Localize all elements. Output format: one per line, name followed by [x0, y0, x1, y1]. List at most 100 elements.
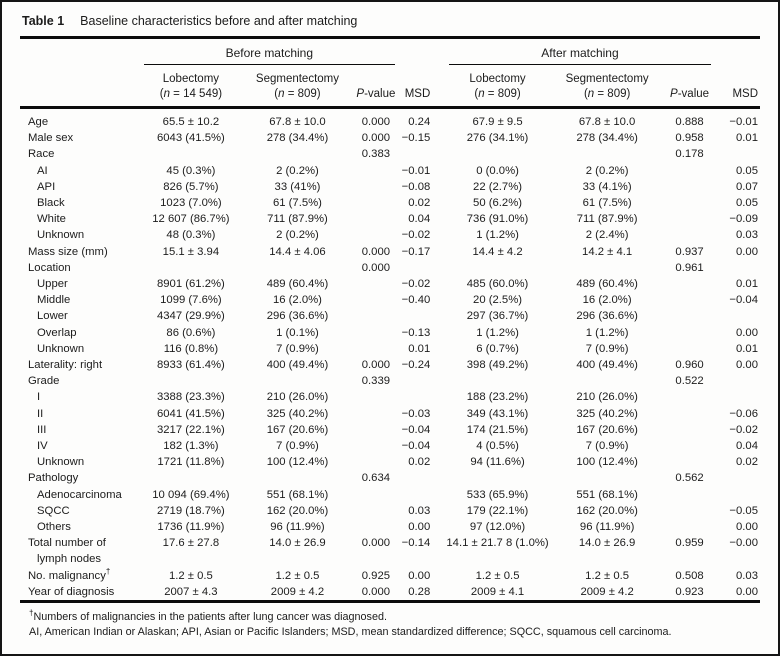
cell: [716, 146, 760, 162]
cell: 0.04: [736, 440, 758, 453]
cell: [663, 454, 715, 470]
cell: −0.14: [401, 537, 431, 550]
cell: [352, 519, 400, 535]
cell: 1 (1.2%): [476, 229, 519, 242]
cell: 1099 (7.6%): [160, 294, 222, 307]
cell: 0.000: [361, 132, 391, 145]
cell: [400, 470, 444, 486]
cell: [352, 454, 400, 470]
cell: 0.959: [675, 537, 704, 550]
cell: 1.2 ± 0.5: [475, 569, 520, 582]
cell: 296 (36.6%): [576, 310, 638, 323]
cell: 96 (11.9%): [579, 521, 635, 534]
cell: 0.958: [675, 132, 704, 145]
cell: [352, 422, 400, 438]
cell: 826 (5.7%): [163, 180, 219, 193]
cell: [352, 179, 400, 195]
cell: [139, 470, 244, 486]
cell: 0.000: [361, 359, 391, 372]
cell: 179 (22.1%): [466, 504, 529, 517]
cell: [663, 211, 715, 227]
group-header-row: Before matching After matching: [20, 39, 760, 65]
row-label: Laterality: right: [28, 359, 103, 372]
row-label: Lower: [37, 310, 68, 323]
row-label-line2: lymph nodes: [37, 553, 102, 566]
cell: [551, 146, 664, 162]
cell: 22 (2.7%): [473, 180, 523, 193]
cell: 0.28: [408, 585, 431, 598]
cell: 8901 (61.2%): [156, 278, 225, 291]
cell: 398 (49.2%): [466, 359, 529, 372]
cell: [352, 211, 400, 227]
table-row: Unknown 116 (0.8%) 7 (0.9%) 0.01 6 (0.7%) 7 (…: [20, 341, 760, 357]
cell: 0.04: [408, 213, 431, 226]
cell: 14.1 ± 21.7 8 (1.0%): [446, 537, 549, 550]
cell: [352, 487, 400, 503]
cell: 116 (0.8%): [163, 342, 219, 355]
cell: −0.00: [729, 537, 758, 550]
table-row: Race 0.383 0.178: [20, 146, 760, 162]
row-label: White: [37, 213, 66, 226]
cell: 2 (2.4%): [585, 229, 629, 242]
cell: 2 (0.2%): [585, 164, 629, 177]
cell: 0.02: [408, 197, 431, 210]
before-matching-label: Before matching: [143, 46, 396, 65]
row-label: Unknown: [37, 229, 85, 242]
cell: 94 (11.6%): [470, 456, 525, 469]
cell: [352, 227, 400, 243]
footnotes: †Numbers of malignancies in the patients…: [16, 609, 758, 640]
row-label: Adenocarcinoma: [37, 488, 122, 501]
cell: 0.00: [408, 569, 431, 582]
cell: 16 (2.0%): [582, 294, 632, 307]
cell: −0.02: [401, 278, 431, 291]
cell: [352, 341, 400, 357]
cell: [400, 146, 444, 162]
cell: 15.1 ± 3.94: [162, 245, 220, 258]
row-label: Race: [28, 148, 55, 161]
cell: [352, 163, 400, 179]
cell: 0.000: [361, 116, 391, 128]
cell: 711 (87.9%): [267, 213, 328, 226]
table-title: Table 1 Baseline characteristics before a…: [14, 14, 762, 28]
cell: 0.03: [736, 569, 758, 582]
cell: 3217 (22.1%): [156, 423, 225, 436]
cell: 6041 (41.5%): [156, 407, 225, 420]
cell: 0 (0.0%): [476, 164, 519, 177]
cell: [444, 146, 551, 162]
row-label: Mass size (mm): [28, 245, 108, 258]
cell: 736 (91.0%): [466, 213, 529, 226]
cell: 278 (34.4%): [576, 132, 638, 145]
cell: −0.05: [729, 504, 758, 517]
cell: [663, 341, 715, 357]
cell: 67.9 ± 9.5: [472, 116, 523, 128]
cell: [663, 389, 715, 405]
cell: [663, 308, 715, 324]
cell: 2 (0.2%): [276, 229, 319, 242]
cell: 0.000: [361, 585, 391, 598]
cell: [663, 276, 715, 292]
cell: [139, 146, 244, 162]
cell: 167 (20.6%): [576, 423, 638, 436]
row-label: IV: [37, 440, 48, 453]
cell: 533 (65.9%): [466, 488, 529, 501]
cell: −0.04: [401, 440, 431, 453]
cell: 45 (0.3%): [166, 164, 216, 177]
row-label: Unknown: [37, 342, 85, 355]
cell: −0.40: [401, 294, 431, 307]
cell: 325 (40.2%): [266, 407, 329, 420]
row-label: AI: [37, 164, 48, 177]
cell: 17.6 ± 27.8: [162, 537, 220, 550]
table-caption: Baseline characteristics before and afte…: [80, 14, 358, 28]
cell: 0.03: [408, 504, 431, 517]
cell: 33 (4.1%): [582, 180, 632, 193]
cell: 0.00: [736, 585, 758, 598]
cell: 2 (0.2%): [276, 164, 319, 177]
cell: 296 (36.6%): [266, 310, 329, 323]
cell: 0.02: [736, 456, 758, 469]
table-row: Total number of lymph nodes 17.6 ± 27.8 14.…: [20, 535, 760, 567]
table-row: Black 1023 (7.0%) 61 (7.5%) 0.02 50 (6.2%) 61…: [20, 195, 760, 211]
cell: 14.4 ± 4.06: [269, 245, 326, 258]
table-row: Year of diagnosis 2007 ± 4.3 2009 ± 4.2 0.0…: [20, 584, 760, 602]
baseline-characteristics-table: Before matching After matching Lobectomy…: [20, 39, 760, 604]
